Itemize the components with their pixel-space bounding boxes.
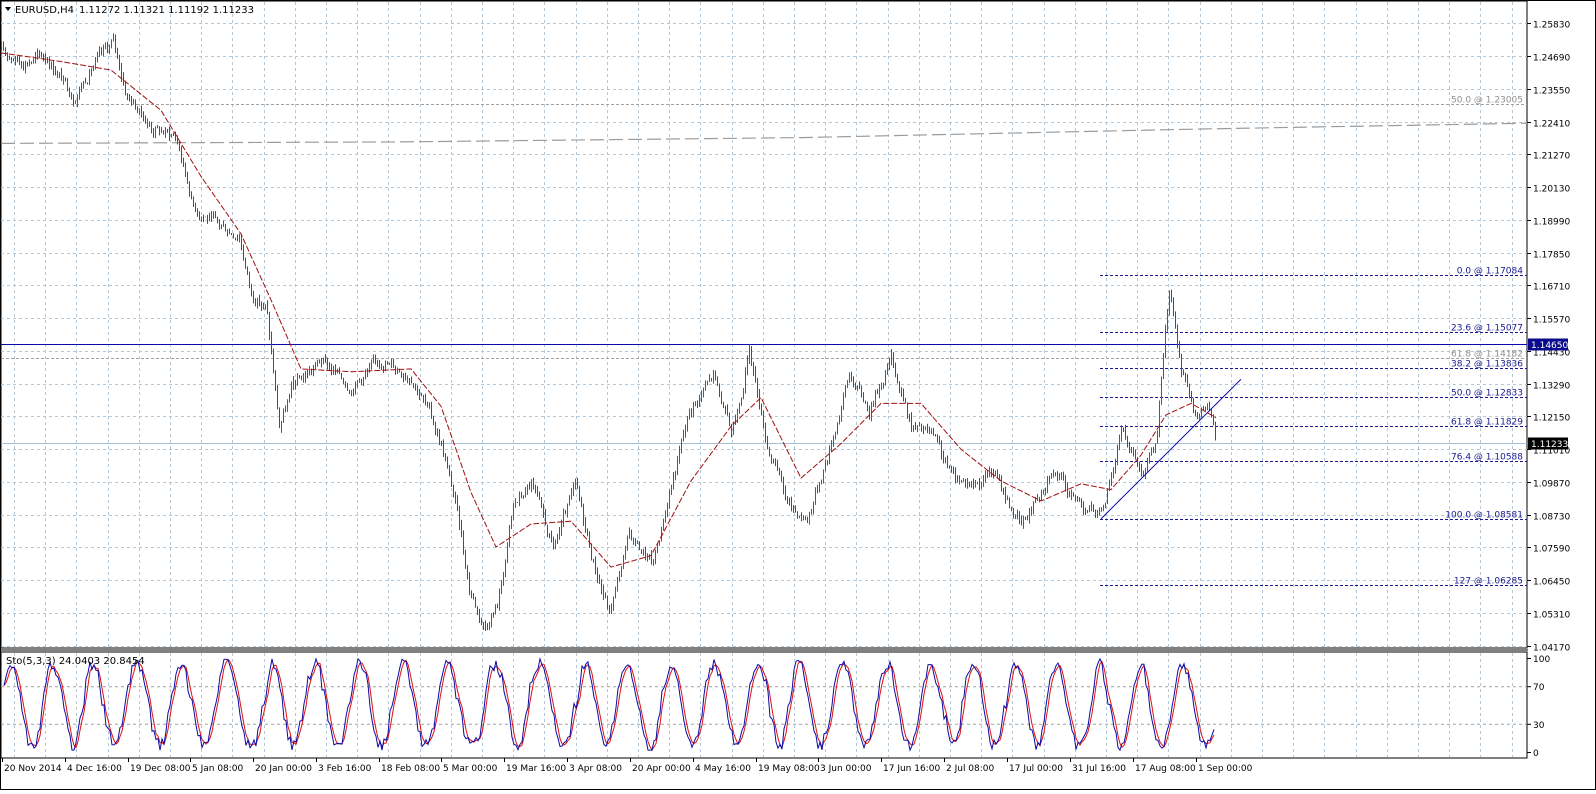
fib-level-label: 100.0 @ 1.08581	[1445, 511, 1523, 521]
time-tick-label: 20 Nov 2014	[4, 764, 62, 774]
time-tick-label: 31 Jul 16:00	[1072, 764, 1126, 774]
price-tick-label: 1.17850	[1533, 251, 1570, 261]
fib-level-label: 50.0 @ 1.12833	[1451, 389, 1523, 399]
price-tick-label: 1.07590	[1533, 545, 1570, 555]
time-tick-label: 17 Jul 00:00	[1009, 764, 1063, 774]
price-tick-label: 1.22410	[1533, 120, 1570, 130]
stochastic-main-line	[3, 656, 1215, 752]
old-fib-level-label: 61.8 @ 1.14182	[1451, 350, 1523, 360]
candlestick-series	[1, 33, 1216, 632]
price-panel: 0.0 @ 1.17084 23.6 @ 1.15077 38.2 @ 1.1383…	[0, 0, 1570, 654]
ohlc-values: 1.11272 1.11321 1.11192 1.11233	[79, 5, 254, 16]
time-tick-label: 4 May 16:00	[695, 764, 751, 774]
price-tick-label: 1.25830	[1533, 21, 1570, 31]
price-tick-label: 1.05310	[1533, 611, 1570, 621]
time-axis: 20 Nov 2014 4 Dec 16:00 19 Dec 08:00 5 Jan …	[2, 758, 1253, 774]
time-tick-label: 3 Feb 16:00	[318, 764, 372, 774]
fib-level-label: 61.8 @ 1.11829	[1451, 418, 1523, 428]
time-tick-label: 19 Dec 08:00	[130, 764, 191, 774]
time-tick-label: 5 Jan 08:00	[192, 764, 244, 774]
time-tick-label: 1 Sep 00:00	[1198, 764, 1253, 774]
time-tick-label: 5 Mar 00:00	[443, 764, 498, 774]
stochastic-tick-label: 30	[1533, 721, 1545, 731]
price-tick-label: 1.18990	[1533, 218, 1570, 228]
price-badges: 1.14650 1.11233	[1528, 338, 1568, 450]
support-trendline[interactable]	[1100, 378, 1242, 520]
fib-level-label: 76.4 @ 1.10588	[1451, 453, 1523, 463]
price-tick-label: 1.24690	[1533, 54, 1570, 64]
stochastic-panel: 100 70 30 0 Sto(5,3,3) 24.0403 20.8454	[0, 651, 1550, 759]
price-tick-label: 1.21270	[1533, 152, 1570, 162]
stochastic-levels	[1, 686, 1527, 725]
indicator-label: Sto(5,3,3) 24.0403 20.8454	[6, 656, 145, 667]
price-tick-label: 1.23550	[1533, 87, 1570, 97]
price-tick-label: 1.09870	[1533, 480, 1570, 490]
price-tick-label: 1.08730	[1533, 513, 1570, 523]
time-tick-label: 20 Jan 00:00	[255, 764, 312, 774]
stochastic-plot-area	[0, 651, 1528, 759]
time-tick-label: 4 Dec 16:00	[67, 764, 122, 774]
stochastic-grid-vertical	[14, 653, 1513, 757]
symbol-label: EURUSD,H4	[15, 5, 74, 16]
long-moving-average-line	[0, 122, 1529, 144]
price-tick-label: 1.06450	[1533, 578, 1570, 588]
fibonacci-levels: 0.0 @ 1.17084 23.6 @ 1.15077 38.2 @ 1.1383…	[1, 96, 1527, 587]
price-tick-label: 1.20130	[1533, 185, 1570, 195]
price-tick-label: 1.14430	[1533, 349, 1570, 359]
stochastic-tick-label: 0	[1533, 749, 1539, 759]
old-fib-level-label: 50.0 @ 1.23005	[1451, 96, 1523, 106]
price-tick-label: 1.13290	[1533, 382, 1570, 392]
price-tick-label: 1.04170	[1533, 644, 1570, 654]
stochastic-tick-label: 100	[1533, 655, 1550, 665]
moving-average-line	[0, 52, 1217, 568]
time-tick-label: 17 Jun 16:00	[883, 764, 940, 774]
price-tick-label: 1.11010	[1533, 447, 1570, 457]
current-price-badge	[1528, 437, 1568, 450]
horizontal-lines	[1, 344, 1527, 444]
time-tick-label: 2 Jul 08:00	[946, 764, 995, 774]
price-plot-area	[0, 0, 1528, 649]
price-axis: 1.25830 1.24690 1.23550 1.22410 1.21270 1.201…	[1527, 21, 1570, 654]
price-tick-label: 1.15570	[1533, 316, 1570, 326]
time-tick-label: 17 Aug 08:00	[1135, 764, 1196, 774]
price-badge-label: 1.11233	[1531, 440, 1568, 450]
time-tick-label: 18 Feb 08:00	[381, 764, 440, 774]
price-tick-label: 1.16710	[1533, 283, 1570, 293]
time-tick-label: 3 Apr 08:00	[569, 764, 622, 774]
price-badge-label: 1.14650	[1531, 341, 1568, 351]
menu-caret-icon[interactable]	[5, 7, 11, 11]
fib-level-label: 23.6 @ 1.15077	[1451, 324, 1523, 334]
stochastic-axis: 100 70 30 0	[1527, 655, 1550, 759]
stochastic-signal-line	[3, 658, 1215, 752]
resistance-badge	[1528, 338, 1568, 351]
time-tick-label: 19 Mar 16:00	[506, 764, 566, 774]
fib-level-label: 38.2 @ 1.13836	[1451, 360, 1523, 370]
time-tick-label: 20 Apr 00:00	[632, 764, 691, 774]
chart-header: EURUSD,H4 1.11272 1.11321 1.11192 1.1123…	[5, 5, 254, 16]
stochastic-tick-label: 70	[1533, 683, 1545, 693]
price-tick-label: 1.12150	[1533, 414, 1570, 424]
fib-level-label: 127 @ 1.06285	[1454, 577, 1523, 587]
time-tick-label: 3 Jun 00:00	[820, 764, 872, 774]
time-tick-label: 19 May 08:00	[758, 764, 820, 774]
fib-level-label: 0.0 @ 1.17084	[1457, 267, 1524, 277]
